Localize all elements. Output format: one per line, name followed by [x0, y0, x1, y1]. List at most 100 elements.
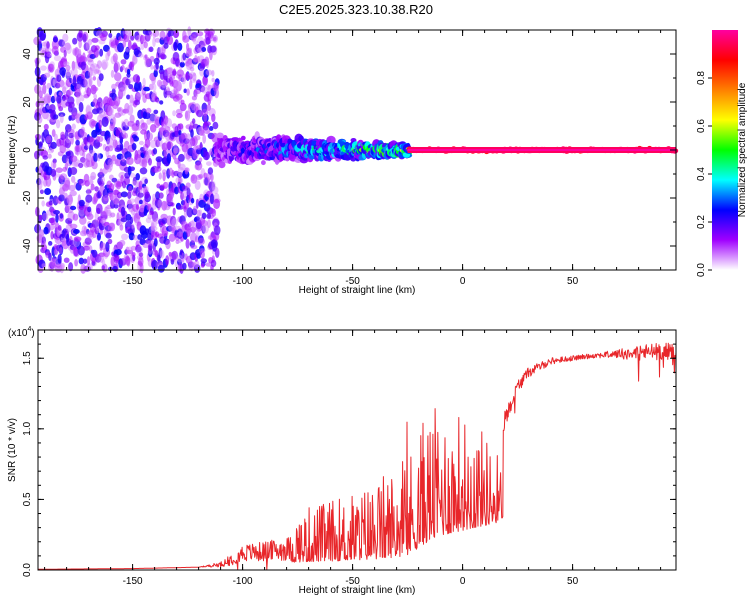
heatmap-cell [76, 32, 84, 42]
heatmap-cell [166, 153, 172, 164]
heatmap-cell [39, 189, 44, 195]
heatmap-cell [129, 94, 134, 104]
heatmap-cell [201, 47, 207, 52]
heatmap-cell [47, 153, 52, 159]
heatmap-cell [134, 50, 142, 58]
heatmap-cell [108, 183, 115, 192]
heatmap-cell [87, 38, 93, 46]
heatmap-cell [196, 209, 201, 218]
heatmap-cell [185, 57, 193, 65]
heatmap-cell [176, 171, 183, 178]
heatmap-cell [198, 248, 206, 253]
heatmap-cell [65, 64, 71, 71]
heatmap-cell [50, 217, 56, 226]
heatmap-cell [85, 105, 93, 116]
heatmap-cell [83, 245, 90, 251]
heatmap-cell [178, 153, 185, 162]
heatmap-cell [182, 52, 187, 61]
heatmap-cell [111, 133, 116, 141]
heatmap-cell [83, 78, 88, 87]
heatmap-cell [193, 40, 199, 45]
heatmap-cell [138, 180, 143, 190]
heatmap-cell [55, 213, 59, 223]
heatmap-cell [95, 203, 103, 215]
heatmap-cell [181, 252, 185, 263]
heatmap-cell [69, 190, 77, 197]
heatmap-cell [56, 95, 62, 104]
heatmap-cell [91, 161, 98, 170]
heatmap-cell [57, 225, 62, 231]
heatmap-cell [53, 133, 58, 141]
heatmap-cell [189, 226, 197, 233]
heatmap-cell [63, 61, 70, 66]
carrier-core [407, 149, 676, 151]
heatmap-cell [178, 123, 184, 130]
heatmap-cell [117, 42, 124, 53]
heatmap-cell [77, 48, 82, 57]
heatmap-cell [68, 262, 74, 272]
heatmap-cell [96, 152, 101, 162]
heatmap-cell [130, 224, 135, 236]
heatmap-cell [47, 95, 52, 103]
heatmap-cell [107, 145, 114, 152]
heatmap-cell [69, 77, 73, 83]
heatmap-cell [50, 168, 57, 177]
heatmap-cell [137, 192, 144, 198]
colorbar-tick-label: 0.6 [696, 119, 707, 133]
heatmap-cell [208, 181, 216, 192]
heatmap-cell [121, 64, 125, 71]
spectrogram-x-tick-label: 50 [567, 276, 579, 287]
heatmap-cell [40, 65, 47, 71]
heatmap-cell [183, 207, 188, 219]
heatmap-cell [75, 113, 82, 124]
heatmap-cell [128, 232, 135, 241]
heatmap-cell [50, 141, 57, 149]
heatmap-cell [48, 252, 52, 261]
snr-frame [37, 329, 677, 571]
heatmap-cell [166, 87, 171, 98]
heatmap-cell [101, 116, 109, 127]
heatmap-cell [182, 189, 188, 199]
heatmap-cell [92, 76, 97, 81]
heatmap-cell [138, 199, 144, 205]
heatmap-cell [47, 147, 54, 154]
heatmap-cell [114, 96, 121, 107]
heatmap-cell [90, 183, 95, 191]
heatmap-cell [70, 205, 77, 211]
heatmap-cell [150, 64, 154, 70]
heatmap-cell [78, 179, 86, 186]
heatmap-cell [142, 242, 150, 248]
heatmap-cell [119, 239, 126, 247]
heatmap-cell [137, 234, 143, 241]
heatmap-cell [95, 226, 100, 232]
heatmap-cell [90, 171, 97, 181]
heatmap-cell [240, 135, 246, 141]
heatmap-cell [179, 102, 187, 112]
heatmap-cell [200, 258, 207, 264]
heatmap-cell [77, 245, 85, 256]
heatmap-cell [93, 93, 98, 100]
heatmap-cell [216, 132, 224, 139]
heatmap-cell [186, 207, 193, 218]
heatmap-cell [121, 233, 129, 240]
heatmap-cell [158, 247, 163, 259]
heatmap-cell [96, 107, 104, 114]
heatmap-cell [180, 73, 187, 82]
heatmap-cell [133, 135, 140, 142]
heatmap-cell [190, 128, 194, 138]
heatmap-cell [61, 86, 67, 95]
heatmap-cell [151, 221, 155, 231]
heatmap-cell [148, 158, 152, 166]
heatmap-cell [175, 176, 183, 185]
heatmap-cell [60, 131, 65, 139]
colorbar-tick-label: 0.2 [696, 215, 707, 229]
snr-ticks: -150 -100 -50 0 50 0.0 0.5 1.0 1.5 [22, 329, 676, 587]
heatmap-cell [159, 100, 164, 105]
heatmap-cell [218, 161, 226, 169]
heatmap-cell [150, 219, 157, 229]
snr-x-tick-label: 0 [460, 576, 466, 587]
heatmap-cell [48, 87, 53, 96]
heatmap-cell [150, 226, 158, 231]
heatmap-cell [149, 55, 155, 62]
heatmap-cell [138, 81, 142, 92]
